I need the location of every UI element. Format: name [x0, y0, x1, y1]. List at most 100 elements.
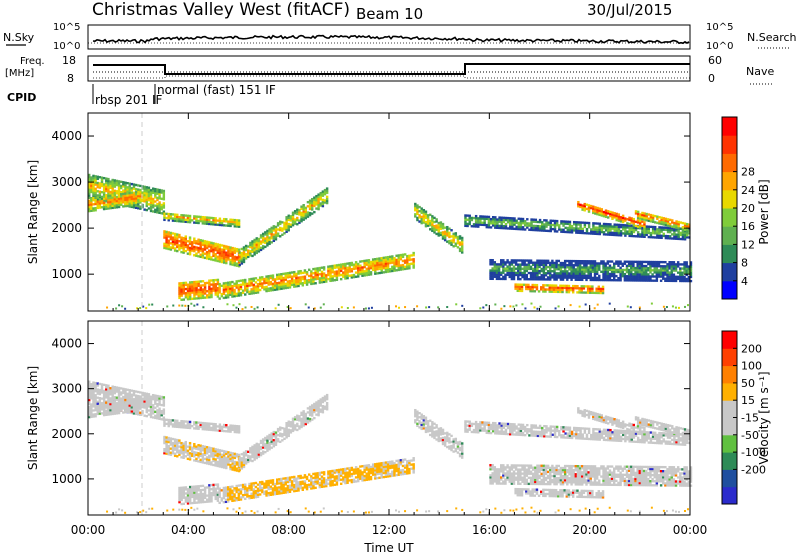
velocity-cell — [90, 397, 93, 400]
velocity-cell — [214, 454, 217, 457]
power-cell — [624, 228, 627, 231]
power-cell — [591, 262, 595, 265]
power-cell — [302, 206, 305, 209]
power-cell — [679, 271, 682, 274]
velocity-cell — [88, 390, 91, 394]
power-cell — [186, 244, 190, 247]
power-cell — [549, 263, 552, 267]
velocity-cell — [210, 426, 213, 430]
power-cell — [585, 274, 588, 277]
power-cell — [178, 288, 181, 291]
power-cell — [689, 279, 693, 283]
power-cell — [513, 217, 516, 220]
velocity-cell — [233, 452, 237, 456]
power-cell — [557, 265, 560, 269]
power-cell — [293, 273, 296, 276]
power-cell — [374, 272, 377, 275]
power-cell — [352, 273, 356, 277]
power-cell — [418, 210, 421, 213]
power-cell — [604, 276, 607, 280]
power-cell — [617, 227, 621, 231]
power-cell — [647, 231, 651, 235]
power-cell — [342, 263, 345, 266]
power-cell — [233, 292, 236, 296]
power-cell — [595, 287, 598, 290]
power-cell — [512, 271, 516, 275]
power-cell — [242, 260, 246, 264]
power-cell — [536, 220, 540, 224]
power-cell — [673, 231, 676, 234]
velocity-cell — [134, 390, 138, 393]
power-cell — [350, 263, 354, 267]
power-cell — [553, 272, 556, 275]
power-cell — [253, 249, 256, 252]
power-cell — [96, 175, 99, 178]
power-cell — [578, 266, 582, 269]
power-cell — [283, 232, 286, 235]
power-cell — [299, 269, 302, 273]
velocity-cell — [298, 419, 301, 422]
power-cell — [546, 278, 550, 281]
power-cell — [606, 270, 610, 274]
power-cell — [567, 290, 571, 294]
power-cell — [575, 223, 578, 226]
power-cell — [132, 191, 136, 195]
velocity-cell — [259, 453, 263, 457]
velocity-cell — [325, 393, 329, 397]
power-cell — [218, 245, 222, 249]
power-cell — [254, 285, 258, 288]
power-cell — [660, 228, 663, 231]
power-cell — [474, 219, 478, 222]
power-cell — [431, 219, 434, 222]
power-cell — [94, 206, 97, 210]
velocity-cell — [126, 406, 129, 410]
power-cell — [578, 272, 582, 275]
power-cell — [676, 271, 680, 274]
power-cell — [244, 287, 247, 290]
power-cell — [244, 246, 248, 250]
power-cell — [529, 285, 532, 289]
power-cell — [382, 256, 386, 260]
power-cell — [660, 218, 663, 222]
power-cell — [154, 204, 157, 207]
power-cell — [540, 274, 543, 277]
power-cell — [559, 290, 562, 294]
power-cell — [126, 200, 129, 203]
power-cell — [563, 284, 566, 288]
y-tick-label: 4000 — [51, 129, 82, 143]
power-cell — [335, 264, 339, 267]
power-cell — [160, 197, 163, 200]
power-cell — [265, 279, 268, 282]
velocity-cell — [274, 431, 278, 434]
power-cell — [315, 197, 318, 200]
power-cell — [529, 278, 533, 281]
power-cell — [555, 274, 558, 277]
power-cell — [233, 247, 237, 250]
power-cell — [502, 227, 506, 230]
power-cell — [563, 274, 567, 277]
power-cell — [668, 279, 671, 283]
power-cell — [550, 290, 554, 293]
power-cell — [677, 231, 680, 234]
power-cell — [587, 208, 591, 211]
power-cell — [632, 273, 635, 276]
velocity-cell — [216, 460, 219, 464]
power-cell — [367, 271, 371, 274]
power-cell — [306, 200, 310, 204]
power-cell — [304, 214, 308, 218]
power-cell — [167, 241, 170, 244]
power-cell — [398, 306, 401, 309]
power-cell — [660, 234, 663, 237]
power-cell — [302, 208, 305, 211]
velocity-cell — [113, 412, 117, 415]
power-cell — [539, 305, 542, 308]
power-cell — [551, 261, 554, 265]
power-cell — [576, 291, 579, 294]
power-cell — [231, 293, 234, 296]
power-cell — [580, 289, 583, 292]
power-cell — [458, 241, 462, 244]
power-cell — [261, 234, 265, 238]
power-cell — [519, 223, 523, 227]
power-cell — [508, 263, 511, 266]
power-cell — [176, 215, 179, 219]
